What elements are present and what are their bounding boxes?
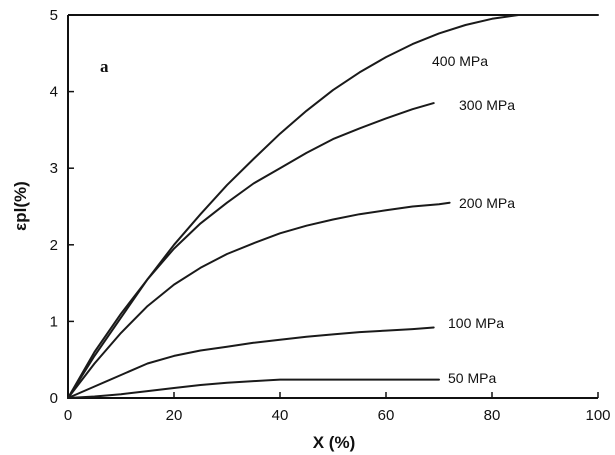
series-lines [67,14,599,399]
series-label-100-mpa: 100 MPa [448,315,504,331]
x-tick-label: 20 [166,407,183,424]
y-tick-label: 4 [50,84,58,101]
series-line-50-mpa [67,378,440,399]
plot-frame [67,14,598,399]
y-tick-label: 2 [50,237,58,254]
series-labels: 400 MPa 300 MPa 200 MPa 100 MPa 50 MPa [432,53,515,386]
y-axis-ticks: 0 1 2 3 4 5 [50,7,74,407]
series-label-50-mpa: 50 MPa [448,370,496,386]
series-label-300-mpa: 300 MPa [459,97,515,113]
series-line-400-mpa [67,14,599,399]
x-axis-title: X (%) [313,433,356,452]
y-tick-label: 3 [50,160,58,177]
series-line-100-mpa [67,326,435,399]
x-tick-label: 60 [378,407,395,424]
y-tick-label: 0 [50,390,58,407]
series-label-200-mpa: 200 MPa [459,195,515,211]
y-axis-title: εpl(%) [11,181,30,231]
x-axis-ticks: 0 20 40 60 80 100 [64,392,611,424]
x-tick-label: 80 [484,407,501,424]
series-label-400-mpa: 400 MPa [432,53,488,69]
panel-label: a [100,57,109,76]
series-line-200-mpa [67,201,451,399]
series-line-300-mpa [67,102,435,399]
x-tick-label: 0 [64,407,72,424]
x-tick-label: 100 [585,407,610,424]
x-tick-label: 40 [272,407,289,424]
y-tick-label: 1 [50,313,58,330]
y-tick-label: 5 [50,7,58,24]
